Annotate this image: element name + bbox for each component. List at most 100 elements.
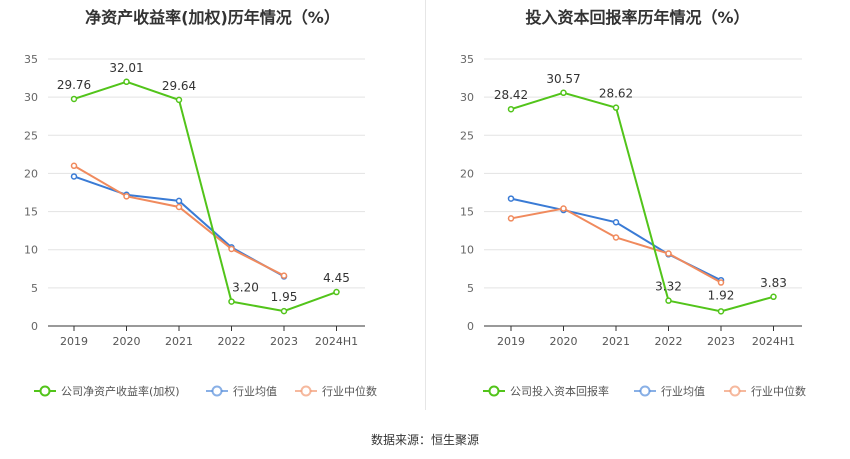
roe-chart: 0 5 10 15 20 25 30 35 2019 2020 2021 2022 2023 2024H1… xyxy=(24,53,377,398)
legend-marker xyxy=(39,385,51,397)
roic-chart: 0 5 10 15 20 25 30 35 2019 2020 2021 2022 2023 2024H1… xyxy=(460,53,806,398)
legend-item[interactable]: 公司投入资本回报率 xyxy=(483,384,609,398)
data-label: 28.62 xyxy=(599,87,633,101)
legend-item[interactable]: 行业均值 xyxy=(634,385,705,398)
data-label: 3.20 xyxy=(232,281,259,295)
legend-item[interactable]: 公司净资产收益率(加权) xyxy=(34,384,180,398)
panel-divider xyxy=(425,0,426,410)
data-point xyxy=(123,193,130,200)
data-point xyxy=(507,105,515,113)
series-line xyxy=(510,91,774,313)
y-tick-label: 35 xyxy=(460,53,474,66)
legend: 公司投入资本回报率 行业均值 行业中位数 xyxy=(483,384,806,398)
data-label: 30.57 xyxy=(546,72,580,86)
y-tick-label: 30 xyxy=(24,91,38,104)
roe-chart-panel: 0 5 10 15 20 25 30 35 2019 2020 2021 2022 2023 2024H1… xyxy=(0,0,425,410)
legend-label: 行业均值 xyxy=(661,385,705,398)
x-tick-label: 2023 xyxy=(270,335,298,348)
data-point xyxy=(175,197,183,205)
data-source-note: 数据来源：恒生聚源 xyxy=(370,433,479,447)
roe-chart-title: 净资产收益率(加权)历年情况（%） xyxy=(85,8,340,27)
data-point xyxy=(280,307,288,315)
x-tick-label: 2024H1 xyxy=(752,335,795,348)
y-tick-label: 15 xyxy=(460,206,474,219)
x-tick-label: 2021 xyxy=(602,335,630,348)
data-label: 29.76 xyxy=(57,78,91,92)
y-tick-label: 30 xyxy=(460,91,474,104)
y-tick-label: 25 xyxy=(460,129,474,142)
x-tick-label: 2020 xyxy=(113,335,141,348)
y-tick-label: 20 xyxy=(24,167,38,180)
x-tick-label: 2022 xyxy=(218,335,246,348)
legend-label: 公司投入资本回报率 xyxy=(510,384,609,398)
legend-marker xyxy=(211,385,223,397)
data-point xyxy=(280,272,288,279)
roic-chart-panel: 0 5 10 15 20 25 30 35 2019 2020 2021 2022 2023 2024H1… xyxy=(425,0,850,410)
x-tick-label: 2024H1 xyxy=(315,335,358,348)
data-point xyxy=(770,293,777,301)
data-point xyxy=(612,104,620,111)
y-tick-label: 5 xyxy=(467,282,474,295)
data-label: 32.01 xyxy=(109,61,143,75)
data-label: 4.45 xyxy=(323,271,350,285)
y-tick-label: 0 xyxy=(467,320,474,333)
legend-item[interactable]: 行业中位数 xyxy=(724,384,806,398)
data-point xyxy=(228,245,235,253)
data-point xyxy=(665,297,672,304)
x-tick-label: 2023 xyxy=(707,335,735,348)
series-line xyxy=(73,175,285,278)
y-tick-label: 0 xyxy=(31,320,38,333)
data-point xyxy=(717,279,725,286)
data-point xyxy=(612,234,620,241)
series-line xyxy=(73,164,285,277)
data-point xyxy=(70,162,78,170)
data-point xyxy=(70,173,78,180)
x-tick-label: 2021 xyxy=(165,335,193,348)
y-tick-label: 15 xyxy=(24,206,38,219)
legend-label: 行业中位数 xyxy=(751,384,806,398)
x-tick-label: 2022 xyxy=(655,335,683,348)
data-label: 1.95 xyxy=(271,290,298,304)
data-point xyxy=(507,195,515,202)
data-point xyxy=(175,203,183,211)
data-point xyxy=(70,95,78,103)
data-point xyxy=(333,288,340,296)
legend-item[interactable]: 行业均值 xyxy=(206,385,277,398)
y-tick-label: 35 xyxy=(24,53,38,66)
legend-marker xyxy=(639,385,651,397)
legend-marker xyxy=(488,385,500,397)
legend-label: 行业均值 xyxy=(233,385,277,398)
plot-area: 0 5 10 15 20 25 30 35 2019 2020 2021 2022 2023 2024H1… xyxy=(24,53,365,348)
legend-label: 行业中位数 xyxy=(322,384,377,398)
data-label: 3.83 xyxy=(760,276,787,290)
data-point xyxy=(228,298,235,305)
plot-area: 0 5 10 15 20 25 30 35 2019 2020 2021 2022 2023 2024H1… xyxy=(460,53,802,348)
data-label: 1.92 xyxy=(708,288,735,302)
x-tick-label: 2019 xyxy=(497,335,525,348)
data-point xyxy=(175,96,183,104)
data-point xyxy=(717,308,725,315)
roic-chart-title: 投入资本回报率历年情况（%） xyxy=(525,8,750,27)
data-label: 3.32 xyxy=(655,280,682,294)
data-label: 29.64 xyxy=(162,79,196,93)
data-point xyxy=(665,250,672,257)
data-point xyxy=(612,219,620,226)
data-point xyxy=(507,215,515,222)
legend-item[interactable]: 行业中位数 xyxy=(295,384,377,398)
y-tick-label: 5 xyxy=(31,282,38,295)
y-tick-label: 10 xyxy=(24,244,38,257)
legend-marker xyxy=(300,385,312,397)
data-label: 28.42 xyxy=(494,88,528,102)
legend: 公司净资产收益率(加权) 行业均值 行业中位数 xyxy=(34,384,377,398)
y-tick-label: 10 xyxy=(460,244,474,257)
y-tick-label: 20 xyxy=(460,167,474,180)
x-tick-label: 2019 xyxy=(60,335,88,348)
y-tick-label: 25 xyxy=(24,129,38,142)
x-tick-label: 2020 xyxy=(550,335,578,348)
data-point xyxy=(560,205,567,212)
data-point xyxy=(560,89,567,97)
legend-label: 公司净资产收益率(加权) xyxy=(61,384,180,398)
data-point xyxy=(123,78,130,86)
series-line xyxy=(73,80,337,313)
legend-marker xyxy=(729,385,741,397)
